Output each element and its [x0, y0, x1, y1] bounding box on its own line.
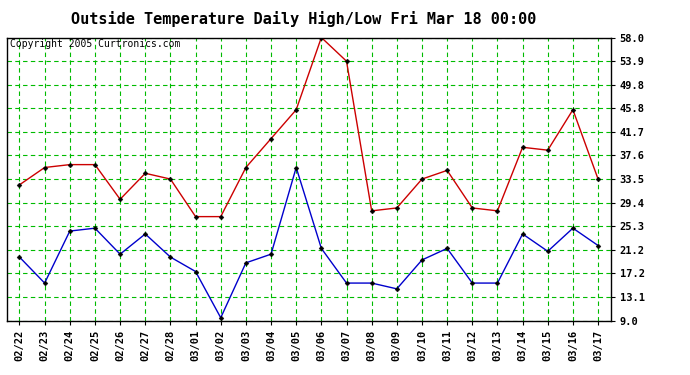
Text: Copyright 2005 Curtronics.com: Copyright 2005 Curtronics.com — [10, 39, 180, 49]
Text: Outside Temperature Daily High/Low Fri Mar 18 00:00: Outside Temperature Daily High/Low Fri M… — [71, 11, 536, 27]
